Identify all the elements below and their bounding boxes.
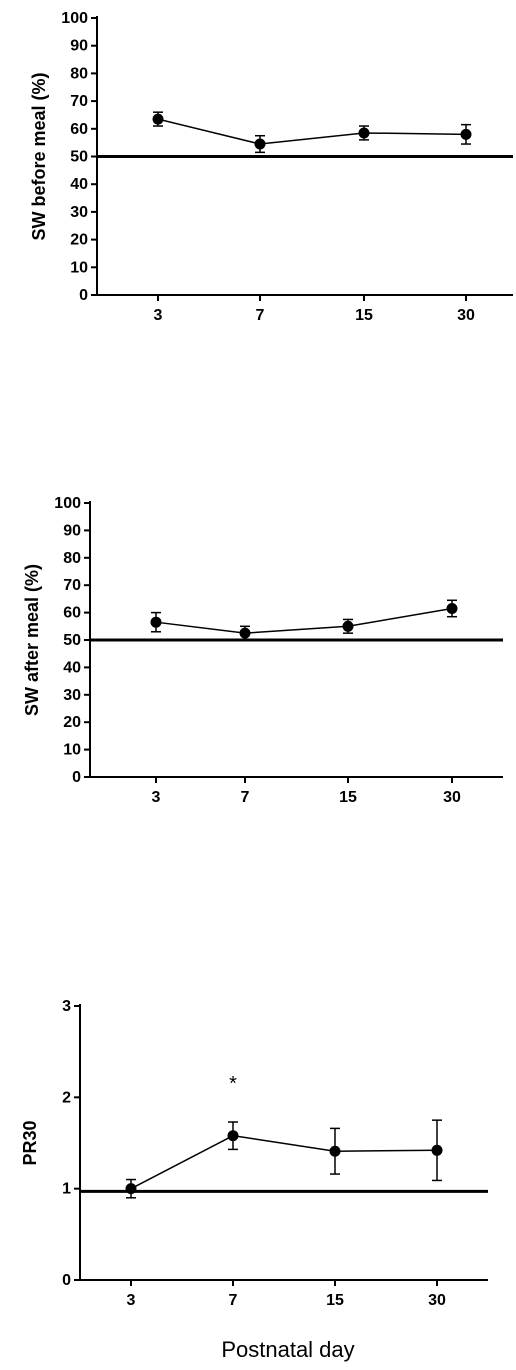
panel-sw-after-meal: 0 10 20 30 40 50 60 70 80 90 100 3 7 15 30 SW after mea…	[22, 495, 503, 806]
y-tick-label: 3	[62, 998, 71, 1015]
x-tick-label: 3	[152, 789, 161, 806]
x-tick-label: 30	[457, 307, 475, 324]
x-tick-label: 15	[355, 307, 373, 324]
data-point	[150, 616, 162, 628]
data-point	[125, 1183, 137, 1195]
y-tick-label: 20	[70, 232, 88, 249]
x-tick-label: 7	[229, 1292, 238, 1309]
y-tick-label: 40	[63, 659, 81, 676]
data-point	[460, 128, 472, 140]
x-tick-label: 7	[241, 789, 250, 806]
x-axis-title: Postnatal day	[221, 1337, 354, 1362]
y-tick-label: 30	[70, 204, 88, 221]
y-tick-label: 2	[62, 1089, 71, 1106]
series-line	[155, 607, 453, 634]
panel-pr30: 0 1 2 3 3 7 15 30 PR30 *	[20, 998, 488, 1309]
y-tick-label: 100	[54, 495, 81, 512]
significance-marker: *	[229, 1073, 237, 1095]
y-tick-label: 50	[63, 632, 81, 649]
y-tick-label: 10	[70, 259, 88, 276]
y-tick-label: 30	[63, 687, 81, 704]
y-tick-label: 90	[63, 522, 81, 539]
y-tick-label: 0	[72, 769, 81, 786]
series-line	[157, 118, 467, 145]
data-point	[239, 627, 251, 639]
data-point	[254, 138, 266, 150]
series-line	[130, 1134, 438, 1190]
y-tick-label: 60	[70, 121, 88, 138]
data-point	[358, 127, 370, 139]
x-tick-label: 15	[339, 789, 357, 806]
y-tick-label: 90	[70, 38, 88, 55]
y-tick-label: 70	[70, 93, 88, 110]
x-tick-label: 15	[326, 1292, 344, 1309]
y-tick-label: 20	[63, 714, 81, 731]
data-point	[227, 1130, 239, 1142]
y-tick-label: 40	[70, 176, 88, 193]
data-point	[329, 1145, 341, 1157]
y-axis-title: PR30	[20, 1120, 40, 1165]
x-tick-label: 30	[443, 789, 461, 806]
x-tick-label: 3	[127, 1292, 136, 1309]
data-point	[431, 1144, 443, 1156]
y-tick-label: 0	[79, 287, 88, 304]
x-tick-label: 3	[154, 307, 163, 324]
y-axis-title: SW after meal (%)	[22, 564, 42, 716]
panel-sw-before-meal: 0 10 20 30 40 50 60 70 80 90 100 3 7 15 30 SW before me…	[29, 10, 513, 324]
data-point	[342, 620, 354, 632]
y-tick-label: 80	[63, 550, 81, 567]
data-point	[152, 113, 164, 125]
y-tick-label: 70	[63, 577, 81, 594]
y-axis-title: SW before meal (%)	[29, 72, 49, 240]
y-tick-label: 10	[63, 742, 81, 759]
y-tick-label: 60	[63, 605, 81, 622]
y-tick-label: 0	[62, 1272, 71, 1289]
data-point	[446, 602, 458, 614]
x-tick-label: 30	[428, 1292, 446, 1309]
y-tick-label: 1	[62, 1181, 71, 1198]
y-tick-label: 100	[61, 10, 88, 27]
x-tick-label: 7	[256, 307, 265, 324]
y-tick-label: 50	[70, 149, 88, 166]
y-tick-label: 80	[70, 65, 88, 82]
